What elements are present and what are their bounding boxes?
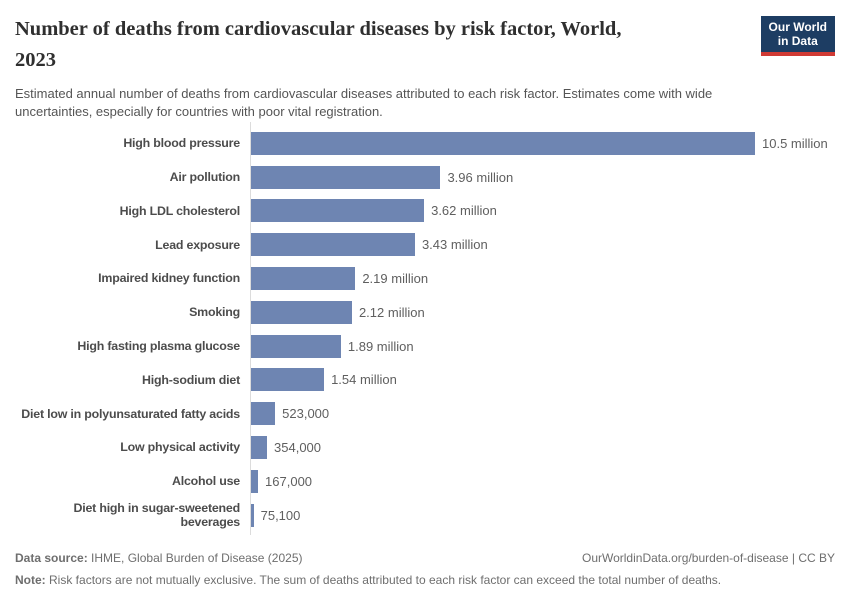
bar[interactable]: [250, 233, 415, 257]
data-source-text: IHME, Global Burden of Disease (2025): [91, 551, 303, 565]
owid-logo[interactable]: Our World in Data: [760, 16, 835, 56]
bar-row: High blood pressure 10.5 million: [15, 126, 835, 160]
value-label: 3.43 million: [421, 237, 488, 253]
bar[interactable]: [250, 199, 425, 223]
value-label: 1.54 million: [331, 372, 397, 388]
value-label: 3.96 million: [447, 169, 514, 185]
value-label: 10.5 million: [762, 135, 828, 151]
bar-row: Lead exposure 3.43 million: [15, 228, 835, 262]
category-label: High blood pressure: [123, 136, 240, 151]
category-label: Lead exposure: [155, 237, 240, 252]
bar-row: Smoking 2.12 million: [15, 295, 835, 329]
bar-zone: 3.43 million: [250, 233, 835, 257]
bar[interactable]: [250, 503, 254, 527]
note-text: Risk factors are not mutually exclusive.…: [49, 573, 722, 587]
value-label: 2.19 million: [362, 270, 429, 286]
value-label: 1.89 million: [347, 338, 414, 354]
value-label: 354,000: [274, 439, 322, 455]
category-label: Air pollution: [169, 169, 241, 184]
category-label: Alcohol use: [171, 474, 240, 489]
data-source: Data source: IHME, Global Burden of Dise…: [15, 551, 302, 566]
value-label: 75,100: [260, 507, 301, 523]
category-label: High fasting plasma glucose: [77, 338, 240, 353]
bar-row: Alcohol use 167,000: [15, 464, 835, 498]
value-label: 523,000: [282, 406, 330, 422]
chart-header: Number of deaths from cardiovascular dis…: [15, 8, 835, 121]
bar-chart: High blood pressure 10.5 million Air pollu…: [15, 122, 835, 535]
bar-row: Air pollution 3.96 million: [15, 160, 835, 194]
bar[interactable]: [250, 402, 276, 426]
bar[interactable]: [250, 469, 259, 493]
bar-row: High-sodium diet 1.54 million: [15, 363, 835, 397]
bar-zone: 2.12 million: [250, 300, 835, 324]
bar-zone: 3.96 million: [250, 165, 835, 189]
bar-zone: 10.5 million: [250, 131, 835, 155]
bar-zone: 3.62 million: [250, 199, 835, 223]
value-label: 167,000: [265, 473, 313, 489]
bar-zone: 75,100: [250, 503, 835, 527]
chart-title: Number of deaths from cardiovascular dis…: [15, 18, 622, 71]
category-label: Diet high in sugar-sweetened beverages: [73, 500, 240, 530]
category-label: Impaired kidney function: [98, 271, 240, 286]
owid-logo-line2: in Data: [777, 34, 818, 49]
category-label: Diet low in polyunsaturated fatty acids: [21, 406, 240, 421]
bar-row: Diet high in sugar-sweetened beverages 75…: [15, 498, 835, 532]
bar-zone: 523,000: [250, 402, 835, 426]
category-label: High LDL cholesterol: [119, 203, 241, 218]
category-label: Smoking: [189, 305, 240, 320]
bar-row: High LDL cholesterol 3.62 million: [15, 194, 835, 228]
bar-row: Impaired kidney function 2.19 million: [15, 262, 835, 296]
category-label: High-sodium diet: [142, 372, 240, 387]
bar[interactable]: [250, 368, 325, 392]
bar[interactable]: [250, 300, 352, 324]
value-label: 2.12 million: [358, 304, 425, 320]
owid-logo-line1: Our World: [768, 20, 827, 34]
bar[interactable]: [250, 266, 356, 290]
bar-row: Diet low in polyunsaturated fatty acids 5…: [15, 397, 835, 431]
bar-zone: 2.19 million: [250, 266, 835, 290]
bar-zone: 354,000: [250, 435, 835, 459]
chart-footer: Data source: IHME, Global Burden of Dise…: [15, 551, 835, 588]
bar[interactable]: [250, 435, 268, 459]
attribution-link[interactable]: OurWorldinData.org/burden-of-disease | C…: [581, 551, 835, 565]
bar[interactable]: [250, 165, 441, 189]
bar[interactable]: [250, 334, 341, 358]
category-label: Low physical activity: [120, 440, 240, 455]
y-axis-line: [250, 122, 251, 535]
bar-zone: 167,000: [250, 469, 835, 493]
chart-subtitle: Estimated annual number of deaths from c…: [15, 85, 713, 119]
bar[interactable]: [250, 131, 755, 155]
data-source-label: Data source:: [15, 551, 88, 565]
bar-row: High fasting plasma glucose 1.89 million: [15, 329, 835, 363]
bar-row: Low physical activity 354,000: [15, 431, 835, 465]
value-label: 3.62 million: [431, 203, 497, 219]
bar-chart-rows: High blood pressure 10.5 million Air pollu…: [15, 126, 835, 532]
bar-zone: 1.89 million: [250, 334, 835, 358]
chart-note: Note: Risk factors are not mutually excl…: [15, 573, 835, 588]
bar-zone: 1.54 million: [250, 368, 835, 392]
note-label: Note:: [15, 573, 46, 587]
